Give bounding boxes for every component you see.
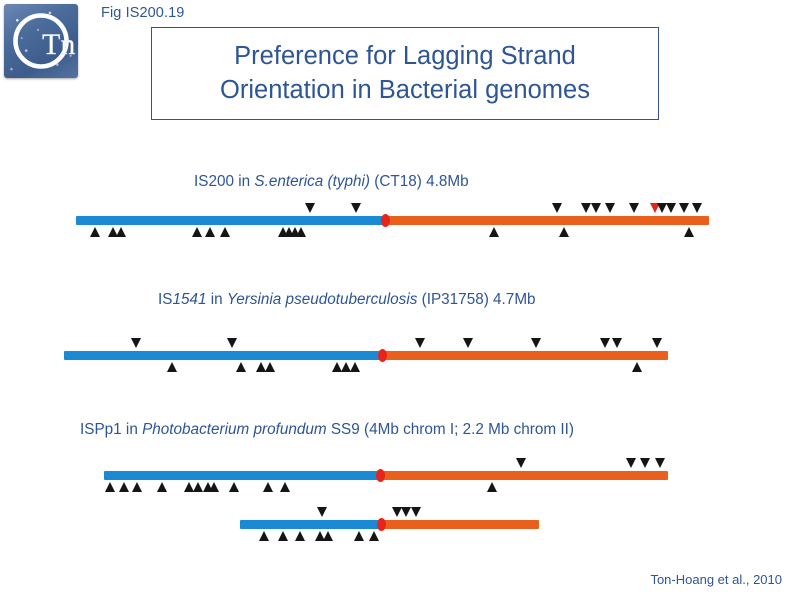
citation-credit: Ton-Hoang et al., 2010 <box>650 572 782 587</box>
is-marker-down <box>130 338 141 348</box>
is-marker-up <box>289 227 300 237</box>
is-marker-up <box>631 362 642 372</box>
is-marker-down <box>691 203 702 213</box>
is-marker-up <box>349 362 360 372</box>
is-marker-up <box>279 482 290 492</box>
is-marker-down-highlighted <box>649 203 660 213</box>
slide-title: Preference for Lagging Strand Orientatio… <box>212 40 598 107</box>
is-marker-up <box>255 362 266 372</box>
is-marker-down <box>678 203 689 213</box>
is-marker-down <box>350 203 361 213</box>
is-marker-down <box>604 203 615 213</box>
is-marker-up <box>208 482 219 492</box>
is-marker-down <box>530 338 541 348</box>
is-marker-up <box>295 227 306 237</box>
figure-id-label: Fig IS200.19 <box>101 5 185 21</box>
slide-title-box: Preference for Lagging Strand Orientatio… <box>151 27 659 120</box>
ctn-logo: Tn C <box>4 4 78 78</box>
is-marker-up <box>368 531 379 541</box>
is-marker-down <box>599 338 610 348</box>
is-marker-up <box>558 227 569 237</box>
track-ispp1-chrom2-right-replichore <box>381 520 539 529</box>
track-is1541-yersinia-origin-marker <box>378 349 387 362</box>
is-marker-up <box>202 482 213 492</box>
is-marker-down <box>462 338 473 348</box>
is-marker-up <box>277 227 288 237</box>
is-marker-up <box>683 227 694 237</box>
is-marker-down <box>414 338 425 348</box>
is-marker-up <box>277 531 288 541</box>
track-is200-senterica-label: IS200 in S.enterica (typhi) (CT18) 4.8Mb <box>194 173 469 190</box>
is-marker-up <box>486 482 497 492</box>
is-marker-down <box>391 507 402 517</box>
is-marker-up <box>107 227 118 237</box>
is-marker-up <box>331 362 342 372</box>
is-marker-up <box>353 531 364 541</box>
is-marker-up <box>192 482 203 492</box>
is-marker-up <box>104 482 115 492</box>
is-marker-up <box>204 227 215 237</box>
is-marker-down <box>400 507 411 517</box>
title-line-2: Orientation in Bacterial genomes <box>220 75 590 104</box>
is-marker-down <box>639 458 650 468</box>
is-marker-up <box>219 227 230 237</box>
is-marker-up <box>258 531 269 541</box>
is-marker-up <box>191 227 202 237</box>
logo-tn-text: Tn <box>42 28 75 61</box>
is-marker-down <box>625 458 636 468</box>
is-marker-down <box>651 338 662 348</box>
is-marker-up <box>131 482 142 492</box>
is-marker-down <box>515 458 526 468</box>
is-marker-up <box>264 362 275 372</box>
is-marker-up <box>294 531 305 541</box>
track-is1541-yersinia-label: IS1541 in Yersinia pseudotuberculosis (I… <box>158 291 536 308</box>
is-marker-up <box>156 482 167 492</box>
is-marker-down <box>304 203 315 213</box>
track-is1541-yersinia-right-replichore <box>382 351 668 360</box>
track-is1541-yersinia-left-replichore <box>64 351 382 360</box>
is-marker-down <box>628 203 639 213</box>
track-ispp1-chrom2-left-replichore <box>240 520 381 529</box>
track-ispp1-chrom1-origin-marker <box>376 469 385 482</box>
is-marker-down <box>665 203 676 213</box>
is-marker-up <box>118 482 129 492</box>
track-is200-senterica-origin-marker <box>381 214 390 227</box>
is-marker-down <box>656 203 667 213</box>
track-is200-senterica-left-replichore <box>76 216 386 225</box>
is-marker-down <box>226 338 237 348</box>
is-marker-up <box>183 482 194 492</box>
track-ispp1-chrom1-left-replichore <box>104 471 380 480</box>
is-marker-up <box>340 362 351 372</box>
track-ispp1-chrom2-origin-marker <box>377 518 386 531</box>
track-is200-senterica-right-replichore <box>386 216 709 225</box>
is-marker-down <box>590 203 601 213</box>
is-marker-down <box>654 458 665 468</box>
title-line-1: Preference for Lagging Strand <box>234 41 576 70</box>
is-marker-up <box>228 482 239 492</box>
is-marker-up <box>488 227 499 237</box>
is-marker-up <box>115 227 126 237</box>
is-marker-up <box>89 227 100 237</box>
is-marker-down <box>611 338 622 348</box>
is-marker-up <box>166 362 177 372</box>
track-ispp1-chrom1-right-replichore <box>380 471 668 480</box>
is-marker-up <box>314 531 325 541</box>
track-ispp1-chrom1-label: ISPp1 in Photobacterium profundum SS9 (4… <box>80 421 574 438</box>
is-marker-up <box>283 227 294 237</box>
is-marker-down <box>316 507 327 517</box>
is-marker-up <box>262 482 273 492</box>
is-marker-down <box>551 203 562 213</box>
is-marker-up <box>322 531 333 541</box>
is-marker-down <box>580 203 591 213</box>
is-marker-up <box>235 362 246 372</box>
is-marker-down <box>410 507 421 517</box>
